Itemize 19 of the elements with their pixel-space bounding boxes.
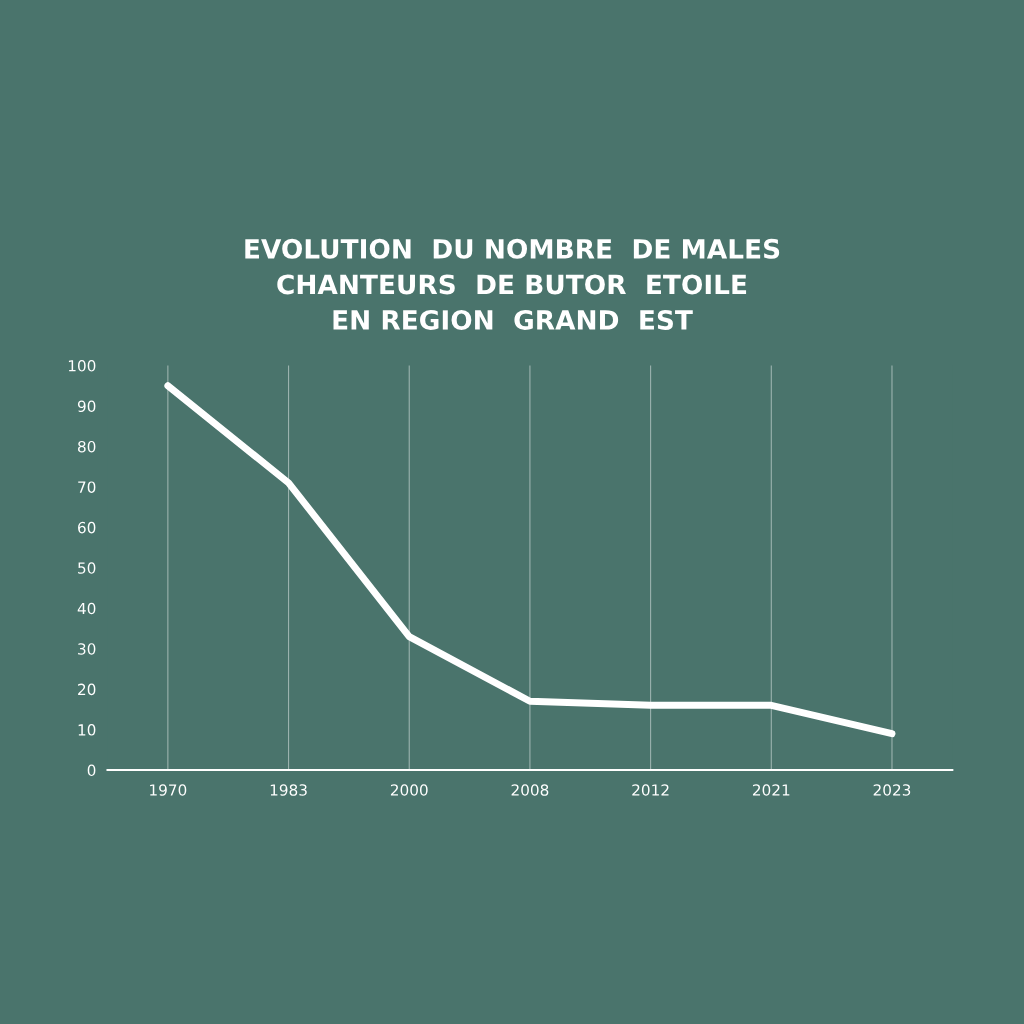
y-tick-label: 0 <box>87 764 96 777</box>
x-tick-label: 1970 <box>150 784 187 796</box>
y-tick-label: 70 <box>78 481 96 493</box>
y-tick-label: 60 <box>78 521 96 534</box>
x-tick-label: 2008 <box>511 784 549 796</box>
chart-title: EVOLUTION DU NOMBRE DE MALES CHANTEURS DE BUTOR ETOILE EN REGION GRAND EST <box>245 238 780 330</box>
y-tick-label: 50 <box>78 562 96 574</box>
y-tick-label: 10 <box>78 724 96 736</box>
y-tick-label: 30 <box>78 643 96 655</box>
x-tick-label: 2021 <box>752 784 790 796</box>
x-tick-label: 2023 <box>873 784 911 796</box>
x-tick-label: 2000 <box>390 784 428 796</box>
y-tick-label: 80 <box>78 440 96 453</box>
y-tick-label: 90 <box>77 400 96 413</box>
y-tick-label: 40 <box>77 602 96 615</box>
x-tick-label: 2012 <box>632 784 669 796</box>
y-tick-label: 100 <box>68 360 96 372</box>
y-tick-label: 20 <box>78 683 96 696</box>
x-tick-label: 1983 <box>270 784 307 796</box>
